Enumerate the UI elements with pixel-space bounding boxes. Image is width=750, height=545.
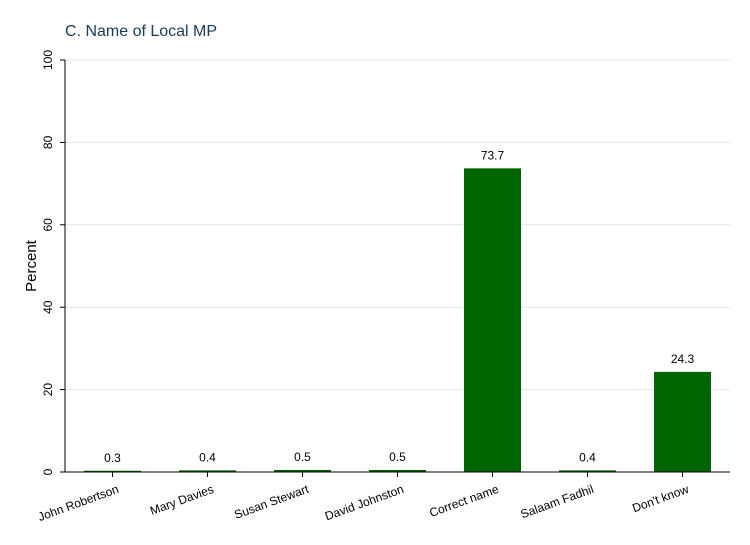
data-label: 0.5 xyxy=(294,450,311,464)
data-label: 0.3 xyxy=(104,451,121,465)
x-tick-label: Mary Davies xyxy=(148,482,215,518)
x-tick-label: Susan Stewart xyxy=(232,482,311,522)
axes xyxy=(60,59,730,477)
data-label: 0.4 xyxy=(199,450,216,464)
x-tick-label: Don't know xyxy=(630,482,691,515)
bar xyxy=(84,470,141,472)
y-tick-label: 60 xyxy=(41,218,55,232)
bar xyxy=(369,469,426,472)
data-label: 0.4 xyxy=(579,450,596,464)
grid-lines xyxy=(65,59,730,391)
bar xyxy=(654,371,711,472)
y-tick-label: 0 xyxy=(41,468,55,475)
x-tick-label: Salaam Fadhil xyxy=(519,482,596,521)
y-tick-label: 100 xyxy=(41,50,55,70)
x-tick-label: David Johnston xyxy=(323,482,406,523)
bar xyxy=(464,168,521,472)
labels: 0 20 40 60 80 100 0.3 John Robertson 0.4 Mary Dav… xyxy=(36,50,694,524)
y-axis-label: Percent xyxy=(23,239,40,292)
x-tick-label: John Robertson xyxy=(36,482,120,524)
data-label: 73.7 xyxy=(481,148,505,162)
bars xyxy=(84,168,711,472)
chart-title: C. Name of Local MP xyxy=(65,23,217,40)
bar xyxy=(179,470,236,472)
y-tick-label: 80 xyxy=(41,135,55,149)
x-tick-label: Correct name xyxy=(427,482,500,520)
bar xyxy=(274,469,331,472)
data-label: 0.5 xyxy=(389,450,406,464)
y-tick-label: 40 xyxy=(41,300,55,314)
data-label: 24.3 xyxy=(671,352,695,366)
bar xyxy=(559,470,616,472)
y-tick-label: 20 xyxy=(41,383,55,397)
